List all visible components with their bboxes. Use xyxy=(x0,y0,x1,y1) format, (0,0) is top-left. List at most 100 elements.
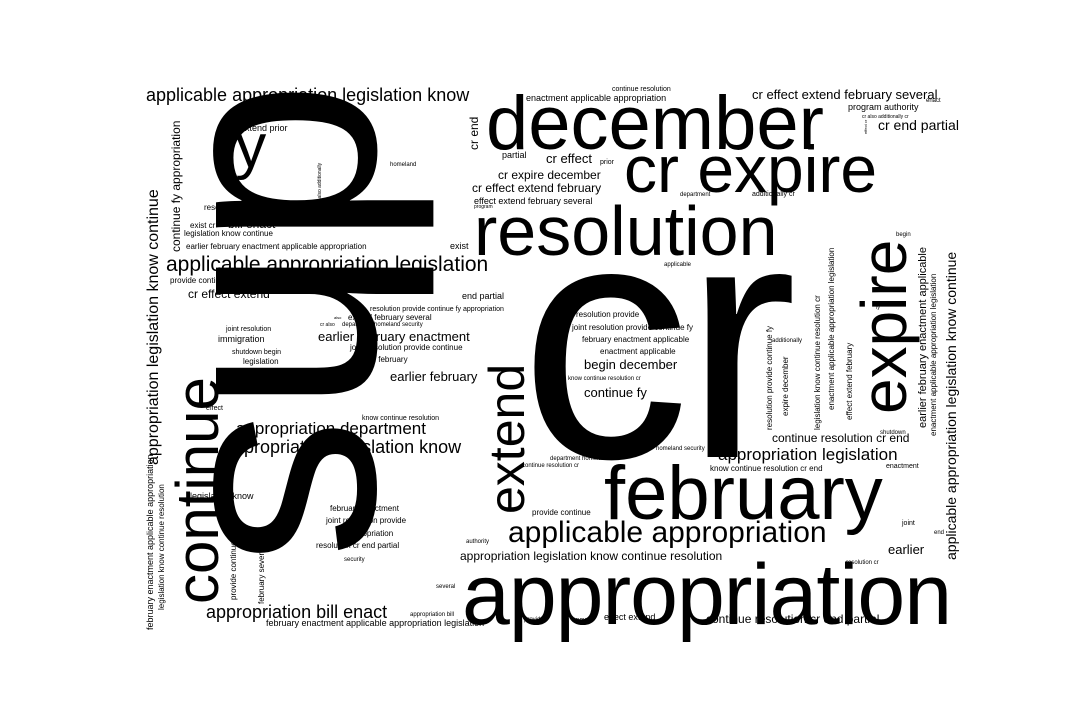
word-fy-appropriation: fy appropriation xyxy=(338,529,394,538)
word-cr-expire-december: cr expire december xyxy=(498,168,601,182)
word-december: december xyxy=(486,81,824,166)
word-security: security xyxy=(344,557,365,563)
word-applicable: applicable xyxy=(664,262,692,268)
word-provide-continue-fy: provide continue fy xyxy=(229,532,238,600)
word-february-enactment-applicable-appropriation: february enactment applicable appropriat… xyxy=(145,454,155,630)
word-cr-also: cr also xyxy=(320,322,335,328)
word-legislation-know-continue-resolution: legislation know continue resolution xyxy=(157,484,166,610)
word-resolution-cr: resolution cr xyxy=(846,560,879,566)
word-provide-continue-fy-appropriation: provide continue fy appropriation xyxy=(170,276,287,285)
word-earlier-february: earlier february xyxy=(390,369,478,384)
word-resolution-cr-end: resolution cr end xyxy=(204,203,264,212)
word-february-enactment: february enactment xyxy=(330,504,399,513)
word-cr-effect: cr effect xyxy=(546,151,593,166)
word-appropriation-department: appropriation department xyxy=(236,419,426,438)
word-continue-fy: continue fy xyxy=(584,385,647,400)
word-february-several: february several xyxy=(257,546,266,604)
word-continue-resolution-cr-end: continue resolution cr end xyxy=(772,431,910,445)
word-appropriation-bill-enact: appropriation bill enact xyxy=(206,602,388,622)
word-joint-resolution-provide: joint resolution provide xyxy=(326,516,407,525)
word-appropriation-bill: appropriation bill xyxy=(410,612,455,618)
word-earlier: earlier xyxy=(888,542,925,557)
word-know-continue-resolution-cr-end: know continue resolution cr end xyxy=(710,464,823,473)
word-appropriation-legislation: appropriation legislation xyxy=(718,445,898,464)
word-end: end xyxy=(934,530,945,536)
word-fy: fy xyxy=(218,112,267,181)
word-february-enactment-applicable-appropriation-legislation: february enactment applicable appropriat… xyxy=(266,618,485,628)
word-continue-resolution-cr: continue resolution cr xyxy=(522,463,580,469)
word-legislation: legislation xyxy=(243,357,279,366)
word-appropriation-legislation-know: appropriation legislation know xyxy=(224,437,462,457)
word-cr-effect-extend-february: cr effect extend february xyxy=(472,181,602,195)
word-several: several xyxy=(436,584,456,590)
word-know-continue-resolution-cr: know continue resolution cr xyxy=(568,376,641,382)
word-applicable-appropriation-legislation-know: applicable appropriation legislation kno… xyxy=(146,85,470,105)
word-additionally-cr: additionally cr xyxy=(752,191,795,198)
word-appropriation: appropriation xyxy=(462,547,952,643)
word-enactment-applicable-appropriation-legislation: enactment applicable appropriation legis… xyxy=(827,247,836,410)
word-know-continue-resolution: know continue resolution xyxy=(362,415,440,422)
word-enactment-applicable: enactment applicable xyxy=(600,347,676,356)
word-enactment-applicable-appropriation: enactment applicable appropriation xyxy=(526,93,667,103)
word-extend-prior: extend prior xyxy=(240,123,288,133)
word-cr-also-additionally-cr: cr also additionally cr xyxy=(862,114,909,120)
word-exist-cr-expire: exist cr expire xyxy=(232,105,288,115)
word-exist-cr: exist cr xyxy=(190,221,216,230)
word-resolution-cr-end-partial: resolution cr end partial xyxy=(316,541,400,550)
word-earlier-february-enactment-applicable: earlier february enactment applicable xyxy=(917,247,929,428)
word-earlier-february-enactment: earlier february enactment xyxy=(318,329,470,344)
word-begin: begin xyxy=(896,232,911,238)
word-resolution: resolution xyxy=(474,192,778,270)
word-program-authority: program authority xyxy=(848,102,919,112)
word-cr-end-partial: cr end partial xyxy=(878,117,959,133)
word-earlier-february-enactment-applicable-appropriation: earlier february enactment applicable ap… xyxy=(186,242,367,251)
word-department-homeland-security: department homeland security xyxy=(342,322,423,328)
word-prior: prior xyxy=(600,159,615,166)
word-also: also xyxy=(334,315,342,320)
word-cr-effect-extend-february-several: cr effect extend february several xyxy=(752,87,938,102)
word-extend-february: extend february xyxy=(352,355,408,364)
word-cr: cr xyxy=(520,150,797,530)
word-appropriation-legislation-know-continue-resolution: appropriation legislation know continue … xyxy=(460,549,723,563)
word-legislation-know-continue: legislation know continue xyxy=(184,229,273,238)
word-know: know xyxy=(572,617,589,624)
word-applicable-appropriation: applicable appropriation xyxy=(508,516,827,549)
word-homeland-security: homeland security xyxy=(656,446,705,452)
word-legislation-know-continue-resolution-cr: legislation know continue resolution cr xyxy=(813,295,822,430)
word-extend: extend xyxy=(479,363,535,514)
word-applicable-appropriation-legislation-know-continue: applicable appropriation legislation kno… xyxy=(943,251,959,560)
word-effect-extend-february: effect extend february xyxy=(845,342,854,420)
word-continue-fy-appropriation: continue fy appropriation xyxy=(169,120,183,252)
word-know-continue: know continue xyxy=(218,374,263,381)
word-enact: enact xyxy=(926,98,941,104)
word-february: february xyxy=(604,451,883,536)
word-immigration: immigration xyxy=(218,334,265,344)
word-resolution-provide: resolution provide xyxy=(576,310,640,319)
word-resolution-provide-continue-fy-appropriation: resolution provide continue fy appropria… xyxy=(370,306,504,313)
word-end-partial: end partial xyxy=(462,291,505,301)
word-legislation-know: legislation know xyxy=(190,491,254,501)
word-partial: partial xyxy=(502,150,527,160)
word-joint: joint xyxy=(902,520,915,527)
word-cr-also-additionally: cr also additionally xyxy=(317,162,323,204)
word-authority: authority xyxy=(466,539,490,545)
word-exist: exist xyxy=(450,241,469,251)
word-homeland: homeland xyxy=(390,162,417,168)
word-begin-december: begin december xyxy=(584,357,678,372)
word-provide: provide xyxy=(524,617,544,623)
word-expire: expire xyxy=(848,239,920,414)
word-continue-resolution: continue resolution xyxy=(612,86,671,93)
word-continue-resolution-cr-end-partial: continue resolution cr end partial xyxy=(706,612,880,626)
word-effect: effect xyxy=(206,405,223,412)
word-shutdown: shutdown xyxy=(880,430,906,436)
word-extend-february-several: extend february several xyxy=(348,313,432,322)
word-appropriation-legislation-know-continue: appropriation legislation know continue xyxy=(145,189,162,465)
word-joint-resolution-provide-continue: joint resolution provide continue xyxy=(350,343,463,352)
word-enactment-applicable-appropriation-legislation-2: enactment applicable appropriation legis… xyxy=(929,273,938,436)
word-department-homeland: department homeland xyxy=(550,456,609,462)
word-joint-resolution: joint resolution xyxy=(226,326,272,333)
word-fy-small: fy xyxy=(876,305,880,311)
word-cr-expire: cr expire xyxy=(624,132,878,206)
word-joint-resolution-provide-continue-fy: joint resolution provide continue fy xyxy=(572,323,693,332)
